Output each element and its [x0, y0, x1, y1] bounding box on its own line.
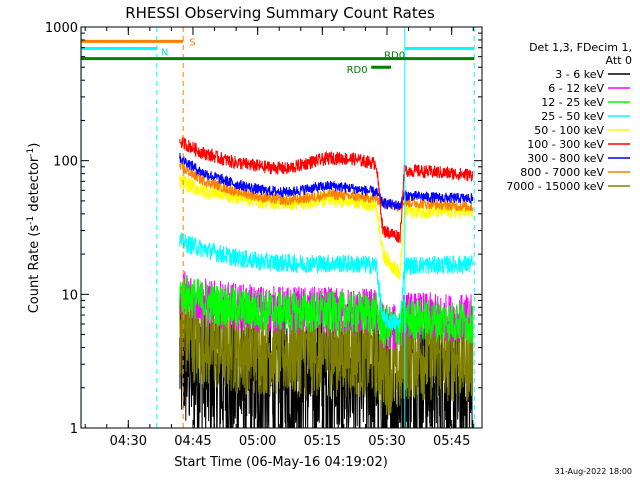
legend-label-5: 50 - 100 keV	[534, 124, 604, 137]
y-tick-label-2: 10	[61, 288, 78, 303]
y-axis-label-main: Count Rate (s	[27, 225, 42, 314]
annotation-label-n: N	[161, 48, 168, 59]
legend-label-6: 100 - 300 keV	[527, 138, 604, 151]
legend-label-2: 6 - 12 keV	[548, 82, 604, 95]
y-axis-label: Count Rate (s-1 detector-1)	[26, 143, 42, 314]
series-line-7	[179, 152, 474, 211]
legend-label-3: 12 - 25 keV	[541, 96, 604, 109]
annotation-label-rd0-upper: RD0	[384, 51, 405, 62]
annotation-label-s: S	[189, 37, 195, 48]
series-line-4	[179, 232, 474, 333]
series-line-9	[179, 291, 474, 416]
y-tick-label-3: 100	[53, 155, 78, 170]
y-axis-label-end: )	[27, 143, 42, 148]
legend-header-line2: Att 0	[606, 54, 632, 67]
x-tick-label-3: 05:00	[239, 434, 276, 449]
series-line-5	[179, 174, 474, 280]
annotation-label-rd0-lower: RD0	[347, 65, 368, 76]
y-axis-label-sup2: -1	[26, 148, 36, 157]
legend-label-8: 800 - 7000 keV	[520, 166, 604, 179]
x-axis-ticks: 04:30 04:45 05:00 05:15 05:30 05:45	[84, 27, 474, 449]
chart-title: RHESSI Observing Summary Count Rates	[125, 4, 435, 22]
y-axis-label-mid: detector	[27, 156, 42, 216]
y-tick-label-4: 1000	[45, 21, 78, 36]
x-tick-label-2: 04:45	[174, 434, 211, 449]
annotation-labels: S N RD0 RD0	[161, 37, 405, 76]
legend-label-7: 300 - 800 keV	[527, 152, 604, 165]
legend-label-1: 3 - 6 keV	[555, 68, 604, 81]
footer-date: 31-Aug-2022 18:00	[555, 467, 632, 476]
y-axis-ticks: 1 10 100 1000	[45, 21, 482, 437]
legend-label-4: 25 - 50 keV	[541, 110, 604, 123]
x-tick-label-6: 05:45	[433, 434, 470, 449]
legend-header-line1: Det 1,3, FDecim 1,	[529, 41, 632, 54]
y-tick-label-1: 1	[70, 422, 78, 437]
x-tick-label-4: 05:15	[304, 434, 341, 449]
x-tick-label-5: 05:30	[368, 434, 405, 449]
x-tick-label-1: 04:30	[110, 434, 147, 449]
x-axis-label: Start Time (06-May-16 04:19:02)	[174, 455, 388, 470]
series-line-6	[179, 136, 474, 244]
legend-label-9: 7000 - 15000 keV	[506, 180, 604, 193]
plot-area	[81, 27, 475, 428]
plot-inner	[81, 27, 475, 428]
y-axis-label-sup1: -1	[26, 216, 36, 225]
plot-frame	[80, 26, 483, 429]
series-line-8	[179, 161, 474, 213]
series-line-3	[179, 275, 474, 349]
